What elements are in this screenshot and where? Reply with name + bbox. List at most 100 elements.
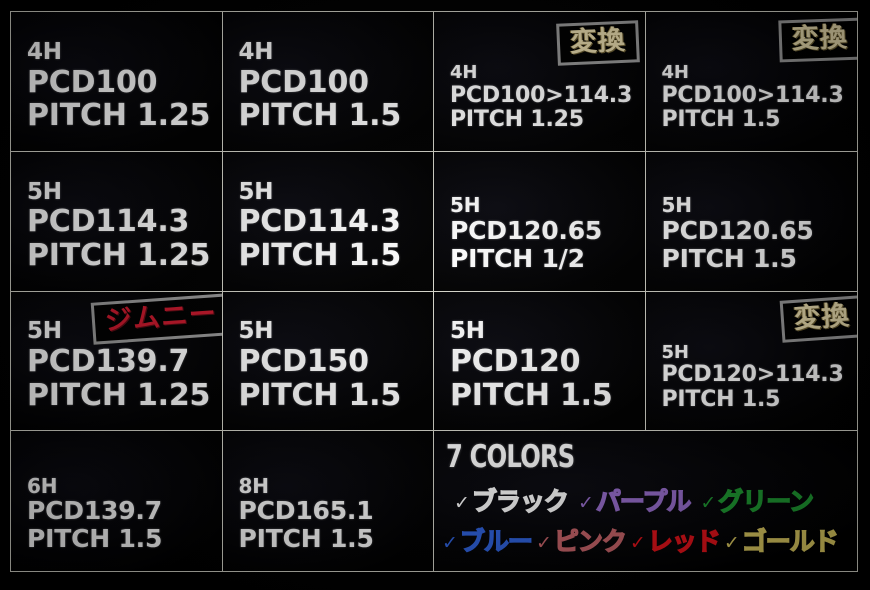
pitch-value: PITCH 1.5 (661, 386, 781, 412)
spec-cell-r2c3[interactable]: 5H PCD120.65 PITCH 1/2 (434, 151, 646, 292)
conversion-badge: 変換 (778, 17, 857, 63)
pcd-value: PCD100>114.3 (450, 82, 633, 108)
check-icon: ✓ (577, 491, 594, 514)
colors-list: ✓ ブラック ✓ パープル ✓ グリーン (440, 481, 853, 561)
conversion-badge: 変換 (779, 294, 857, 343)
hole-count: 4H (661, 62, 689, 84)
pcd-value: PCD100 (27, 64, 158, 100)
colors-panel-cell: 7 COLORS ✓ ブラック ✓ パープル (434, 431, 857, 571)
pitch-value: PITCH 1.5 (238, 377, 402, 413)
spec-text: 4H PCD100>114.3 PITCH 1.5 (662, 63, 844, 132)
check-icon: ✓ (535, 531, 552, 554)
spec-grid: 4H PCD100 PITCH 1.25 4H PCD100 PITCH 1.5… (11, 12, 857, 571)
hole-count: 5H (661, 341, 689, 363)
check-icon: ✓ (700, 491, 717, 514)
spec-cell-r2c4[interactable]: 5H PCD120.65 PITCH 1.5 (645, 151, 857, 292)
colors-row-top: ✓ ブラック ✓ パープル ✓ グリーン (440, 481, 853, 521)
hole-count: 4H (238, 38, 274, 65)
hole-count: 6H (27, 473, 58, 498)
spec-cell-r3c1[interactable]: ジムニー 5H PCD139.7 PITCH 1.25 (11, 291, 223, 432)
pitch-value: PITCH 1.5 (450, 377, 613, 413)
color-item-pink[interactable]: ✓ ピンク (535, 526, 628, 556)
spec-cell-r1c3[interactable]: 変換 4H PCD100>114.3 PITCH 1.25 (434, 12, 646, 152)
pitch-value: PITCH 1.5 (238, 237, 402, 273)
pitch-value: PITCH 1.5 (661, 243, 797, 273)
check-icon: ✓ (629, 531, 646, 554)
spec-cell-r1c4[interactable]: 変換 4H PCD100>114.3 PITCH 1.5 (645, 12, 857, 152)
pcd-value: PCD165.1 (238, 496, 374, 525)
spec-text: 4H PCD100 PITCH 1.25 (27, 38, 211, 134)
color-label: レッド (647, 526, 721, 556)
spec-text: 5H PCD120.65 PITCH 1.5 (662, 194, 814, 272)
spec-cell-r4c1[interactable]: 6H PCD139.7 PITCH 1.5 (11, 431, 223, 571)
color-item-red[interactable]: ✓ レッド (629, 526, 722, 556)
spec-cell-r2c2[interactable]: 5H PCD114.3 PITCH 1.5 (222, 151, 434, 292)
spec-cell-r1c1[interactable]: 4H PCD100 PITCH 1.25 (11, 12, 223, 152)
pcd-value: PCD139.7 (27, 496, 162, 525)
hole-count: 5H (27, 318, 62, 345)
pcd-value: PCD120 (450, 344, 581, 380)
pcd-value: PCD114.3 (27, 204, 190, 240)
spec-cell-r3c4[interactable]: 変換 5H PCD120>114.3 PITCH 1.5 (645, 291, 857, 432)
color-label: ブラック (471, 486, 569, 516)
spec-cell-r2c1[interactable]: 5H PCD114.3 PITCH 1.25 (11, 151, 223, 292)
pitch-value: PITCH 1/2 (450, 243, 585, 273)
check-icon: ✓ (723, 531, 740, 554)
hole-count: 5H (238, 178, 274, 205)
conversion-badge: 変換 (555, 20, 640, 66)
spec-text: 4H PCD100>114.3 PITCH 1.25 (450, 63, 632, 132)
spec-text: 5H PCD150 PITCH 1.5 (239, 319, 402, 412)
pcd-value: PCD139.7 (27, 344, 190, 380)
spec-cell-r3c2[interactable]: 5H PCD150 PITCH 1.5 (222, 291, 434, 432)
hole-count: 5H (450, 193, 481, 218)
spec-text: 5H PCD139.7 PITCH 1.25 (27, 319, 210, 412)
color-item-gold[interactable]: ✓ ゴールド (723, 526, 840, 556)
pitch-value: PITCH 1.5 (238, 524, 374, 553)
color-label: パープル (595, 486, 692, 516)
hole-count: 5H (450, 318, 485, 345)
hole-count: 4H (27, 38, 62, 65)
color-label: ゴールド (741, 526, 839, 556)
pitch-value: PITCH 1.25 (27, 98, 211, 134)
spec-text: 5H PCD120.65 PITCH 1/2 (450, 194, 602, 272)
color-label: ブルー (459, 526, 533, 556)
color-item-black[interactable]: ✓ ブラック (454, 486, 570, 516)
spec-cell-r4c2[interactable]: 8H PCD165.1 PITCH 1.5 (222, 431, 434, 571)
color-item-blue[interactable]: ✓ ブルー (442, 526, 534, 556)
spec-text: 4H PCD100 PITCH 1.5 (238, 38, 402, 133)
board-frame: 4H PCD100 PITCH 1.25 4H PCD100 PITCH 1.5… (10, 11, 858, 572)
pitch-value: PITCH 1.25 (27, 377, 211, 413)
pitch-value: PITCH 1.25 (27, 237, 211, 273)
pcd-value: PCD100>114.3 (661, 82, 844, 108)
pitch-value: PITCH 1.5 (27, 524, 163, 553)
spec-text: 5H PCD120 PITCH 1.5 (450, 319, 613, 412)
color-item-purple[interactable]: ✓ パープル (577, 486, 692, 516)
pitch-value: PITCH 1.5 (661, 107, 781, 133)
pcd-value: PCD100 (238, 64, 370, 100)
pcd-value: PCD120.65 (450, 215, 603, 245)
check-icon: ✓ (454, 491, 470, 514)
spec-text: 5H PCD114.3 PITCH 1.5 (238, 178, 402, 273)
color-label: ピンク (553, 526, 627, 556)
hole-count: 5H (238, 318, 274, 345)
spec-cell-r3c3[interactable]: 5H PCD120 PITCH 1.5 (434, 291, 646, 432)
colors-row-bottom: ✓ ブルー ✓ ピンク ✓ レッド (440, 521, 853, 561)
hole-count: 5H (661, 193, 692, 218)
pitch-value: PITCH 1.25 (450, 107, 584, 133)
colors-title: 7 COLORS (446, 439, 575, 476)
spec-text: 6H PCD139.7 PITCH 1.5 (27, 473, 163, 553)
pcd-value: PCD120>114.3 (661, 362, 844, 387)
pcd-value: PCD150 (238, 344, 370, 380)
spec-text: 8H PCD165.1 PITCH 1.5 (238, 473, 374, 553)
colors-panel: 7 COLORS ✓ ブラック ✓ パープル (434, 431, 857, 571)
spec-text: 5H PCD120>114.3 PITCH 1.5 (661, 341, 844, 412)
spec-cell-r1c2[interactable]: 4H PCD100 PITCH 1.5 (222, 12, 434, 152)
spec-text: 5H PCD114.3 PITCH 1.25 (27, 178, 211, 273)
pcd-value: PCD120.65 (661, 215, 814, 245)
color-item-green[interactable]: ✓ グリーン (700, 486, 815, 516)
hole-count: 4H (450, 62, 478, 84)
hole-count: 8H (238, 473, 269, 498)
color-label: グリーン (718, 486, 815, 516)
hole-count: 5H (27, 178, 62, 205)
